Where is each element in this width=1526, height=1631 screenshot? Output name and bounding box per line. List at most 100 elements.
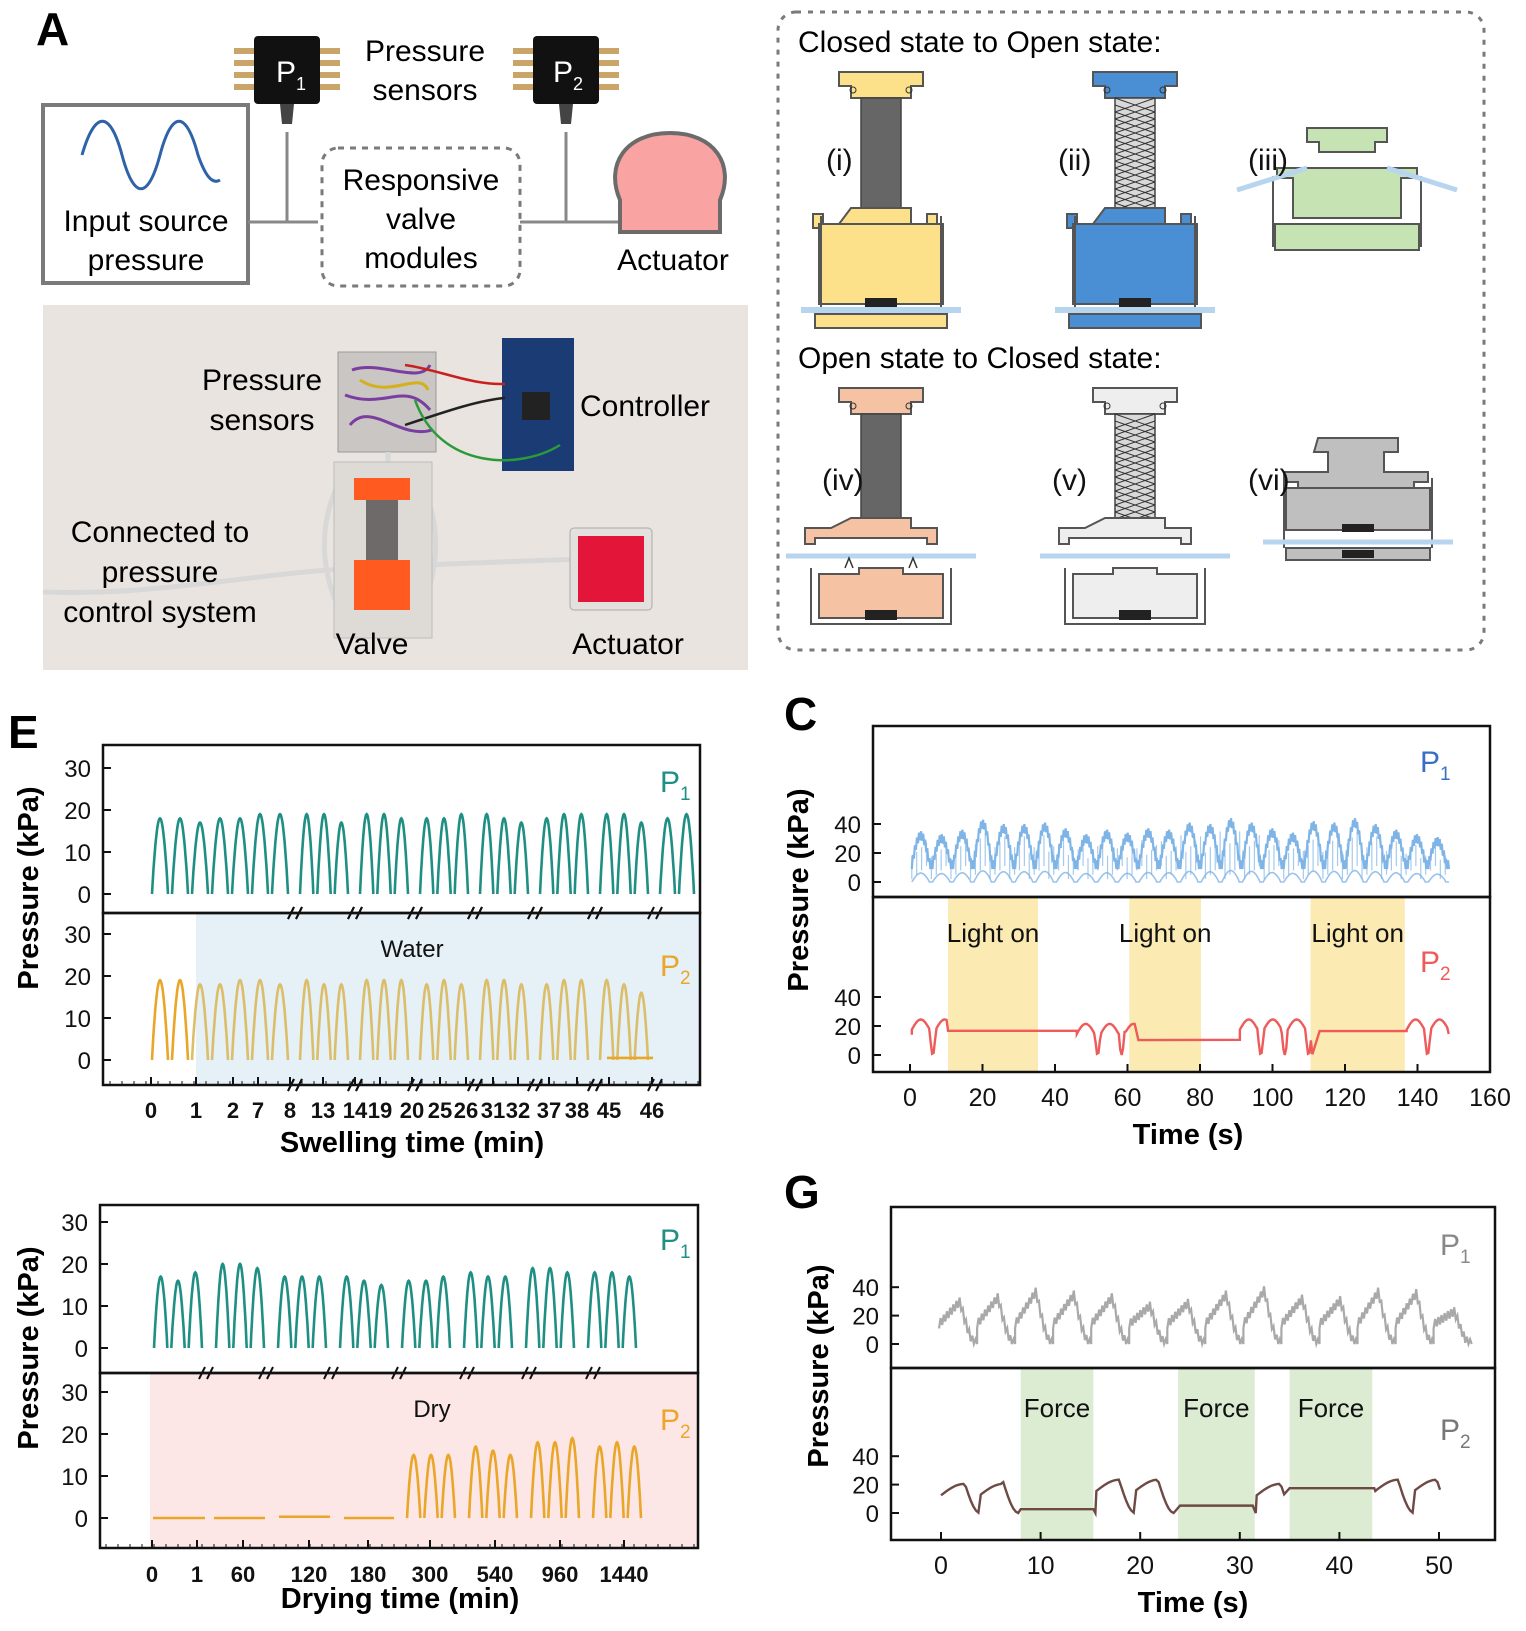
p1-pulse [150, 816, 170, 895]
photo-connected-3: control system [63, 596, 256, 629]
p2-pulse [496, 978, 512, 1061]
p2-pulse [358, 978, 375, 1061]
p1-pulse [677, 812, 696, 895]
p1-pulse [376, 812, 392, 895]
p1-pulse [232, 1262, 248, 1349]
e-drying-ylabel: Pressure (kPa) [13, 1246, 45, 1449]
p1-y-tick-label: 40 [852, 1275, 879, 1302]
axis-break-mark [198, 1366, 214, 1380]
actuator-dome-icon [613, 130, 727, 234]
p1-y-tick-label: 20 [834, 841, 861, 868]
sensor-1-subscript: 1 [296, 74, 306, 94]
p2-y-tick-label: 20 [834, 1014, 861, 1041]
photo-pressure-sensors-1: Pressure [202, 364, 322, 397]
x-tick-label: 80 [1186, 1084, 1214, 1112]
shaded-region-label: Water [380, 936, 443, 963]
x-tick-label: 0 [146, 1562, 158, 1587]
p2-pulse [150, 978, 170, 1061]
p2-y-tick-label: 20 [852, 1473, 879, 1500]
p2-pulse [393, 978, 410, 1061]
sensor-chip-2: P 2 [513, 36, 619, 124]
x-tick-label: 140 [1397, 1084, 1439, 1112]
state-label-5: (v) [1052, 464, 1087, 497]
x-tick-label: 160 [1469, 1084, 1511, 1112]
x-tick-label: 46 [640, 1098, 664, 1123]
p1-trace [937, 1286, 1473, 1349]
p1-y-tick-label: 20 [852, 1304, 879, 1331]
valve-photo [354, 560, 410, 610]
p2-pulse [453, 982, 470, 1061]
x-tick-label: 50 [1425, 1552, 1453, 1580]
x-tick-label: 2 [227, 1098, 239, 1123]
p1-pulse [621, 1274, 638, 1349]
p1-y-tick-label: 0 [866, 1332, 879, 1359]
panel-g-letter: G [784, 1166, 820, 1218]
p1-pulse [358, 812, 375, 895]
p1-pulse [190, 821, 210, 895]
series-label-p2: P2 [660, 950, 691, 989]
p1-pulse [170, 816, 190, 895]
p1-pulse [462, 1270, 479, 1349]
p1-pulse [513, 820, 530, 895]
plot-frame-p2 [889, 1366, 1497, 1542]
axis-break-mark [467, 1078, 483, 1092]
g-xlabel: Time (s) [1138, 1587, 1249, 1619]
x-tick-label: 31 [481, 1098, 505, 1123]
series-label-p1: P1 [660, 766, 691, 805]
p2-pulse [250, 978, 270, 1061]
axis-break-mark [521, 1366, 537, 1380]
p2-pulse [190, 982, 210, 1061]
x-tick-label: 1440 [600, 1562, 649, 1587]
e-swelling-ylabel: Pressure (kPa) [13, 786, 45, 989]
axis-break-mark [587, 906, 603, 920]
x-tick-label: 0 [934, 1552, 948, 1580]
series-label-p2: P2 [1440, 1414, 1471, 1453]
x-tick-label: 19 [368, 1098, 392, 1123]
axis-break-mark [347, 906, 363, 920]
p2-pulse [591, 1444, 608, 1519]
axis-break-mark [287, 906, 303, 920]
force-label: Force [1024, 1393, 1090, 1423]
light-on-label: Light on [1311, 918, 1404, 948]
x-tick-label: 25 [428, 1098, 452, 1123]
valve-label-2: valve [386, 203, 456, 236]
p1-pulse [538, 816, 555, 895]
x-tick-label: 37 [537, 1098, 561, 1123]
p1-pulse [418, 816, 435, 895]
x-tick-label: 20 [969, 1084, 997, 1112]
x-tick-label: 32 [506, 1098, 530, 1123]
pressure-sensors-title-2: sensors [372, 74, 477, 107]
p2-y-tick-label: 0 [848, 1043, 861, 1070]
x-tick-label: 120 [291, 1562, 328, 1587]
plot-frame-p2 [98, 1371, 700, 1550]
p2-pulse [270, 982, 290, 1061]
p1-pulse [298, 812, 315, 895]
p2-pulse [547, 1440, 563, 1519]
p2-pulse [529, 1440, 546, 1519]
p2-pulse [418, 982, 435, 1061]
p1-y-tick-label: 30 [61, 1210, 88, 1237]
valve-state-ii [1055, 71, 1215, 329]
force-region [1289, 1368, 1373, 1540]
panel-c: C Light on Light on Light on0204002040P1P2… [783, 688, 1511, 1151]
p2-trace [910, 1018, 1450, 1056]
pressure-sensors-title-1: Pressure [365, 35, 485, 68]
p1-pulse [542, 1266, 558, 1349]
p1-pulse [187, 1270, 204, 1349]
axis-break-mark [585, 1366, 601, 1380]
p2-y-tick-label: 40 [852, 1444, 879, 1471]
light-on-region [1310, 897, 1405, 1072]
x-tick-label: 38 [565, 1098, 589, 1123]
x-tick-label: 7 [252, 1098, 264, 1123]
x-tick-label: 14 [343, 1098, 368, 1123]
p1-pulse [311, 1274, 328, 1349]
panel-a-schematic: A Input source pressure P 1 [36, 3, 729, 288]
state-label-1: (i) [826, 144, 853, 177]
p1-pulse [152, 1274, 169, 1349]
p1-pulse [400, 1279, 417, 1349]
p1-pulse [210, 816, 230, 895]
axis-break-mark [347, 1078, 363, 1092]
force-region [1020, 1368, 1094, 1540]
